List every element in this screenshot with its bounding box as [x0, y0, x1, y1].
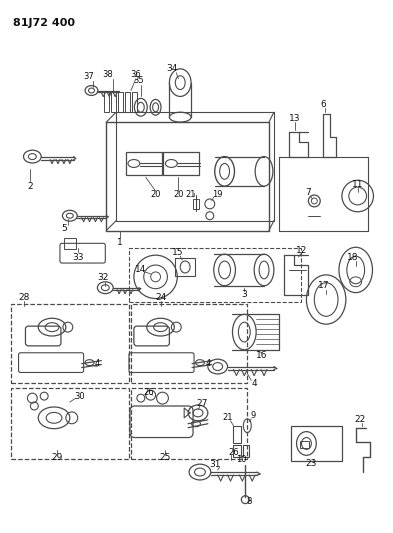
Bar	[129, 248, 301, 303]
Text: 35: 35	[134, 76, 144, 85]
Text: 2: 2	[28, 182, 33, 191]
Text: 18: 18	[347, 253, 358, 262]
Bar	[125, 93, 130, 112]
Text: 10: 10	[236, 455, 246, 464]
Text: 7: 7	[305, 188, 311, 197]
Text: 29: 29	[51, 453, 63, 462]
Text: 15: 15	[171, 248, 183, 257]
Text: 31: 31	[209, 459, 220, 469]
Text: 5: 5	[61, 224, 67, 233]
Bar	[104, 93, 109, 112]
Text: 4: 4	[205, 359, 211, 368]
Text: 26: 26	[228, 448, 239, 457]
Text: 3: 3	[241, 290, 247, 299]
Text: 27: 27	[196, 399, 208, 408]
Text: 14: 14	[135, 265, 147, 274]
Text: 30: 30	[74, 392, 85, 401]
Bar	[243, 446, 249, 457]
Bar	[131, 388, 247, 459]
Text: 26: 26	[143, 387, 154, 397]
Bar	[118, 93, 123, 112]
Text: 21: 21	[186, 190, 196, 198]
Text: 6: 6	[320, 100, 326, 109]
Bar	[233, 426, 241, 443]
Text: 20: 20	[151, 190, 161, 198]
Text: 9: 9	[251, 411, 256, 421]
Text: 17: 17	[318, 281, 330, 290]
Text: 13: 13	[289, 114, 300, 123]
Bar	[193, 199, 199, 209]
Bar	[64, 238, 76, 249]
Bar	[126, 152, 162, 175]
Text: 16: 16	[256, 351, 268, 360]
Text: 12: 12	[296, 246, 307, 255]
Text: 24: 24	[155, 293, 166, 302]
Text: 19: 19	[213, 190, 223, 198]
Text: 20: 20	[173, 190, 184, 198]
Text: 21: 21	[222, 413, 233, 422]
Text: 1: 1	[117, 238, 123, 247]
Bar	[291, 426, 342, 461]
Text: 8: 8	[246, 497, 252, 506]
Text: 34: 34	[167, 64, 178, 74]
Text: 28: 28	[19, 293, 30, 302]
Text: 33: 33	[72, 253, 83, 262]
Text: 23: 23	[306, 459, 317, 467]
Text: 38: 38	[102, 70, 113, 79]
Text: 25: 25	[160, 453, 171, 462]
Bar	[175, 258, 195, 276]
Bar	[132, 93, 137, 112]
Bar	[11, 304, 129, 383]
Text: 37: 37	[83, 72, 94, 81]
Text: 22: 22	[354, 415, 365, 424]
Text: 4: 4	[95, 359, 100, 368]
Bar	[11, 388, 129, 459]
Text: 32: 32	[97, 273, 109, 282]
Bar	[299, 440, 309, 448]
Text: 36: 36	[130, 70, 141, 79]
Bar	[131, 304, 247, 383]
Text: 4: 4	[252, 379, 257, 388]
Bar	[163, 152, 199, 175]
Text: 81J72 400: 81J72 400	[13, 18, 75, 28]
Bar	[111, 93, 116, 112]
Text: 11: 11	[352, 180, 364, 189]
Bar	[233, 446, 241, 457]
